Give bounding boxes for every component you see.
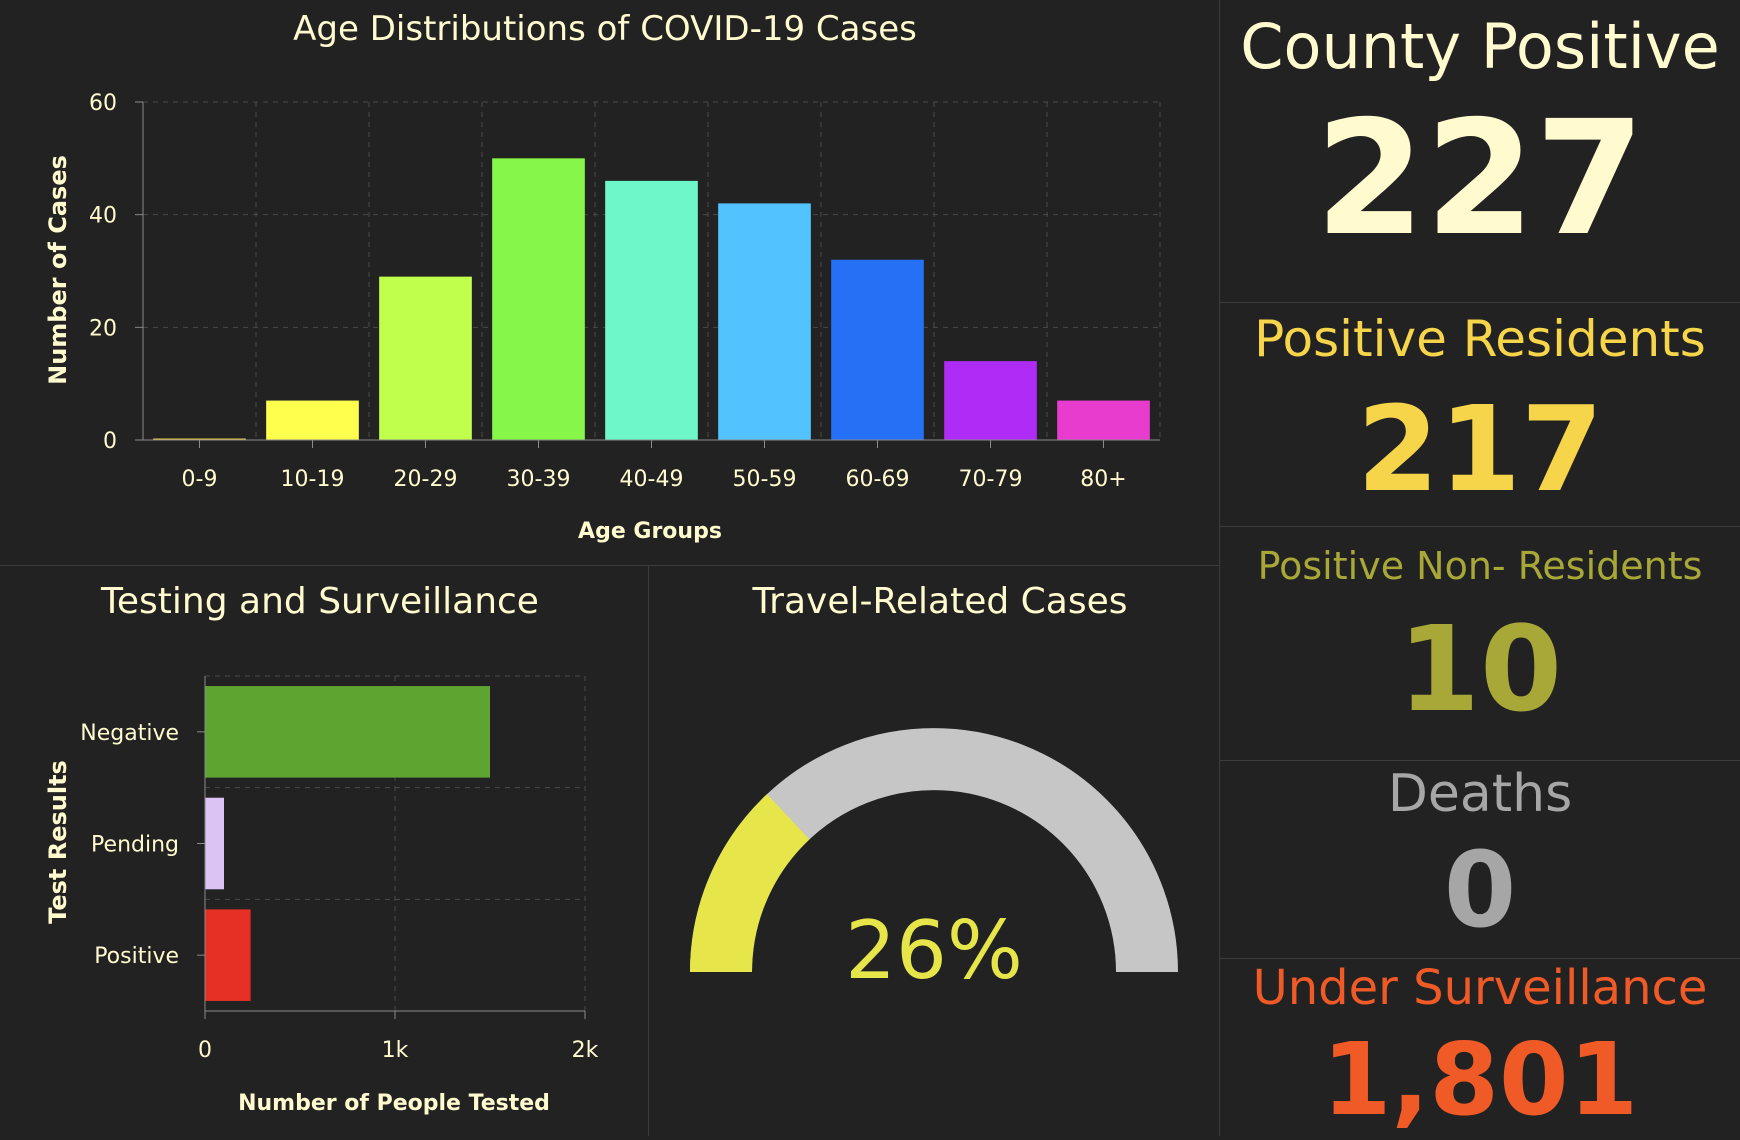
- stat-divider: [1220, 760, 1740, 761]
- testing-chart: Testing and Surveillance Test Results Nu…: [44, 581, 599, 1116]
- age-distribution-chart: Age Distributions of COVID-19 Cases Numb…: [44, 9, 1161, 544]
- y-tick-label: 60: [89, 91, 117, 116]
- chart-title: Testing and Surveillance: [100, 581, 539, 622]
- stat-divider: [1220, 302, 1740, 303]
- x-tick-label: 0: [198, 1038, 212, 1063]
- chart-title: Age Distributions of COVID-19 Cases: [293, 9, 917, 49]
- x-tick-label: 1k: [382, 1038, 409, 1063]
- x-tick-label: 10-19: [281, 467, 345, 492]
- stat-value: 0: [1443, 829, 1517, 951]
- bar-80+: [1057, 400, 1150, 440]
- y-tick-label: Positive: [94, 944, 179, 969]
- age-distribution-panel: Age Distributions of COVID-19 Cases Numb…: [0, 0, 1219, 565]
- stat-label: Positive Residents: [1254, 310, 1706, 368]
- bar-40-49: [605, 180, 698, 440]
- travel-gauge: Travel-Related Cases 26%: [690, 581, 1178, 997]
- y-tick-label: Negative: [80, 721, 179, 746]
- y-tick-label: 20: [89, 316, 117, 341]
- stat-label: Positive Non- Residents: [1257, 544, 1703, 588]
- stat-value: 1,801: [1321, 1021, 1639, 1138]
- gauge-title: Travel-Related Cases: [751, 581, 1127, 622]
- bar-pending: [205, 797, 224, 890]
- gauge-fill: [690, 794, 810, 973]
- x-tick-label: 50-59: [733, 467, 797, 492]
- stat-value: 217: [1356, 380, 1604, 518]
- x-tick-label: 70-79: [959, 467, 1023, 492]
- stat-value: 10: [1397, 600, 1563, 738]
- travel-panel: Travel-Related Cases 26%: [650, 566, 1219, 1136]
- bar-10-19: [266, 400, 359, 440]
- stat-divider: [1220, 958, 1740, 959]
- stat-label: Under Surveillance: [1252, 960, 1708, 1016]
- x-axis-label: Age Groups: [578, 519, 722, 544]
- x-tick-label: 30-39: [507, 467, 571, 492]
- y-tick-label: 40: [89, 204, 117, 229]
- x-axis-label: Number of People Tested: [238, 1091, 550, 1116]
- x-tick-label: 2k: [572, 1038, 599, 1063]
- bar-negative: [205, 686, 490, 778]
- x-tick-label: 0-9: [182, 467, 218, 492]
- x-tick-label: 60-69: [846, 467, 910, 492]
- panel-divider: [648, 566, 649, 1136]
- bar-20-29: [379, 276, 472, 440]
- y-tick-label: Pending: [91, 833, 179, 858]
- y-axis-label: Test Results: [44, 760, 72, 924]
- bar-70-79: [944, 361, 1037, 440]
- testing-panel: Testing and Surveillance Test Results Nu…: [0, 566, 648, 1136]
- stat-label: Deaths: [1387, 764, 1573, 824]
- y-axis-label: Number of Cases: [44, 155, 72, 385]
- panel-divider: [1219, 0, 1220, 1136]
- bar-60-69: [831, 259, 924, 440]
- y-tick-label: 0: [103, 429, 117, 454]
- bar-30-39: [492, 158, 585, 441]
- gauge-value: 26%: [845, 904, 1023, 997]
- stat-label: County Positive: [1240, 10, 1720, 83]
- bar-50-59: [718, 203, 811, 440]
- bar-positive: [205, 909, 251, 1001]
- bar-0-9: [153, 438, 246, 440]
- x-tick-label: 20-29: [394, 467, 458, 492]
- stats-column: County Positive 227 Positive Residents 2…: [1220, 0, 1740, 1136]
- x-tick-label: 40-49: [620, 467, 684, 492]
- x-tick-label: 80+: [1080, 467, 1126, 492]
- panel-divider: [0, 565, 1219, 566]
- stat-divider: [1220, 526, 1740, 527]
- stat-value: 227: [1315, 87, 1645, 271]
